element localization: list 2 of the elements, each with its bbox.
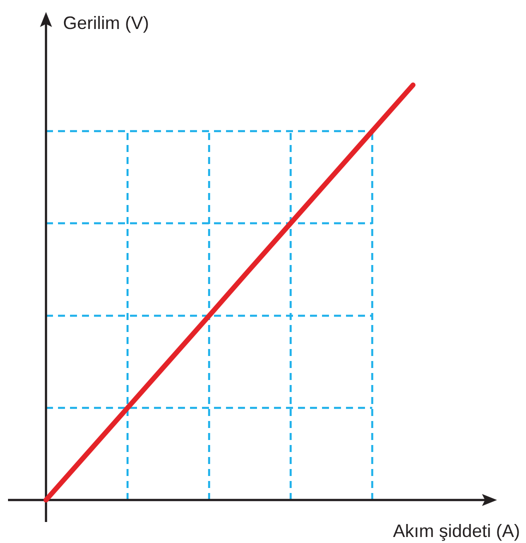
y-axis-title: Gerilim (V) <box>63 13 149 33</box>
x-axis-title: Akım şiddeti (A) <box>392 521 520 541</box>
